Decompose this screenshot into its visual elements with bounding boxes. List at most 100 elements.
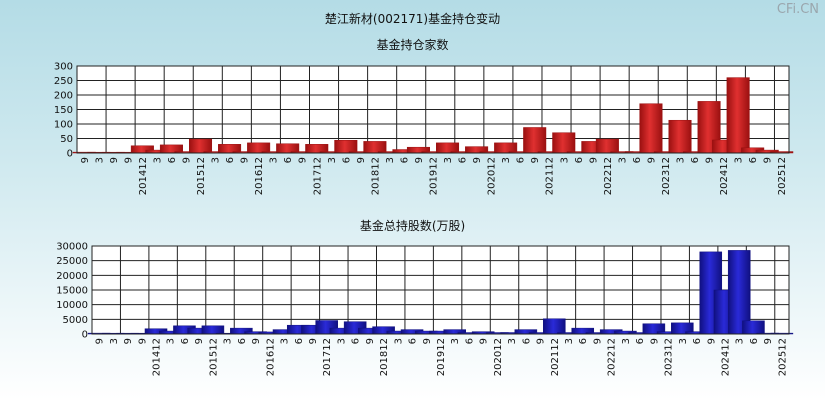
x-tick-label: 9 [588,157,599,163]
x-tick-label: 6 [690,157,701,163]
x-tick-label: 9 [95,338,106,344]
bar-20 [363,141,387,154]
x-tick-label: 3 [385,157,396,163]
x-tick-label: 9 [80,157,91,163]
x-tick-label: 6 [578,338,589,344]
x-tick-label: 202212 [607,338,618,376]
x-tick-label: 6 [748,157,759,163]
x-tick-label: 201712 [312,157,323,195]
x-tick-label: 9 [530,157,541,163]
x-tick-label: 6 [692,338,703,344]
x-tick-label: 6 [225,157,236,163]
bar-46 [742,320,765,335]
x-tick-label: 202312 [661,157,672,195]
bar-8 [188,138,213,154]
bar-36 [595,138,619,154]
x-tick-label: 9 [240,157,251,163]
x-tick-label: 3 [109,338,120,344]
y-tick-label: 200 [54,91,73,102]
x-tick-label: 3 [734,157,745,163]
x-tick-label: 9 [536,338,547,344]
plot-frame [76,65,790,154]
x-tick-label: 3 [166,338,177,344]
x-tick-label: 3 [501,157,512,163]
y-tick-label: 30000 [56,242,88,253]
x-tick-label: 6 [516,157,527,163]
x-tick-label: 9 [592,338,603,344]
x-tick-label: 6 [294,338,305,344]
bar-31 [523,127,547,154]
x-tick-label: 202212 [603,157,614,195]
x-tick-label: 6 [351,338,362,344]
x-tick-label: 9 [123,338,134,344]
x-tick-label: 9 [649,338,660,344]
x-tick-label: 9 [109,157,120,163]
x-tick-label: 6 [341,157,352,163]
y-tick-label: 10000 [56,300,88,311]
x-tick-label: 3 [280,338,291,344]
x-tick-label: 9 [763,157,774,163]
x-tick-label: 9 [705,157,716,163]
x-tick-label: 201512 [196,157,207,195]
x-tick-label: 201912 [429,157,440,195]
x-tick-label: 9 [194,338,205,344]
x-tick-label: 6 [464,338,475,344]
y-tick-label: 25000 [56,256,88,267]
bar-45 [726,77,750,154]
x-tick-label: 201512 [208,338,219,376]
x-tick-label: 202012 [487,157,498,195]
x-tick-label: 201612 [254,157,265,195]
y-tick-label: 250 [54,76,73,87]
x-tick-label: 6 [635,338,646,344]
x-tick-label: 9 [365,338,376,344]
bar-18 [334,139,358,154]
x-tick-label: 3 [564,338,575,344]
x-tick-label: 9 [763,338,774,344]
x-tick-label: 202512 [777,157,788,195]
x-tick-label: 6 [283,157,294,163]
watermark: CFi.CN [776,2,819,17]
x-tick-label: 3 [336,338,347,344]
x-tick-label: 201712 [322,338,333,376]
x-tick-label: 6 [237,338,248,344]
bar-32 [543,318,566,335]
x-tick-label: 202512 [777,338,788,376]
x-tick-label: 3 [443,157,454,163]
x-tick-label: 3 [507,338,518,344]
x-tick-label: 201812 [370,157,381,195]
x-tick-label: 9 [422,338,433,344]
x-tick-label: 3 [327,157,338,163]
x-tick-label: 201912 [436,338,447,376]
x-tick-label: 201612 [265,338,276,376]
x-tick-label: 9 [308,338,319,344]
x-tick-label: 9 [181,157,192,163]
x-tick-label: 3 [617,157,628,163]
page-title: 楚江新材(002171)基金持仓变动 [324,12,501,26]
bar-33 [552,132,576,154]
x-tick-label: 9 [298,157,309,163]
chart1-title: 基金持仓家数 [376,38,449,52]
y-tick-label: 5000 [63,315,88,326]
x-tick-label: 9 [646,157,657,163]
bar-41 [668,119,692,154]
x-tick-label: 3 [559,157,570,163]
y-tick-label: 20000 [56,271,88,282]
x-tick-label: 6 [521,338,532,344]
x-tick-label: 9 [472,157,483,163]
x-tick-label: 202412 [720,338,731,376]
x-tick-label: 3 [94,157,105,163]
x-tick-label: 201812 [379,338,390,376]
y-tick-label: 0 [82,330,88,341]
bar-8 [201,325,225,335]
x-tick-label: 9 [123,157,134,163]
y-tick-label: 15000 [56,286,88,297]
x-tick-label: 202412 [719,157,730,195]
y-tick-label: 0 [67,149,73,160]
x-tick-label: 6 [408,338,419,344]
x-tick-label: 3 [735,338,746,344]
x-tick-label: 202312 [664,338,675,376]
plot-frame [91,245,790,335]
x-tick-label: 3 [393,338,404,344]
